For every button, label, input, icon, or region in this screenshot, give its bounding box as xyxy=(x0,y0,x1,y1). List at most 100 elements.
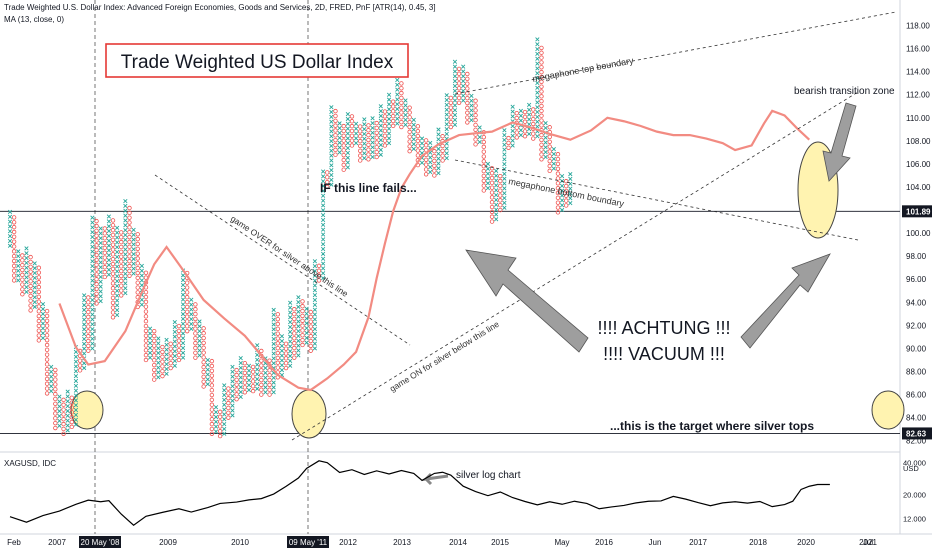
pnf-column-102-x xyxy=(428,140,433,175)
o-mark xyxy=(366,157,371,162)
o-mark xyxy=(564,183,569,189)
x-mark xyxy=(362,122,367,127)
o-mark xyxy=(20,287,25,292)
x-mark xyxy=(329,105,334,110)
x-mark xyxy=(411,122,416,127)
o-mark xyxy=(481,178,486,183)
o-mark xyxy=(151,348,157,353)
o-mark xyxy=(217,433,223,439)
pnf-column-70-x xyxy=(296,295,301,358)
o-mark xyxy=(11,220,17,225)
o-mark xyxy=(184,328,190,334)
o-mark xyxy=(127,210,132,216)
x-mark xyxy=(73,417,79,422)
o-mark xyxy=(135,290,140,295)
x-mark xyxy=(147,341,153,346)
o-mark xyxy=(555,176,561,181)
pnf-column-59-o xyxy=(250,364,256,394)
x-mark xyxy=(90,293,95,298)
x-mark xyxy=(345,155,350,160)
x-mark xyxy=(485,176,491,181)
x-mark xyxy=(329,163,334,168)
x-mark xyxy=(73,359,79,364)
o-mark xyxy=(374,154,379,160)
o-mark xyxy=(250,369,256,374)
x-mark xyxy=(131,261,136,266)
x-mark xyxy=(452,79,458,84)
x-mark xyxy=(494,212,499,217)
x-mark xyxy=(510,123,515,129)
x-mark xyxy=(312,331,317,337)
x-mark xyxy=(296,295,301,300)
x-mark xyxy=(40,306,46,312)
x-mark xyxy=(32,304,37,310)
x-mark xyxy=(57,418,62,423)
x-mark xyxy=(90,346,95,351)
megaphone-top-text: megaphone top boundary xyxy=(532,55,635,84)
x-mark xyxy=(49,369,54,374)
o-mark xyxy=(127,244,132,249)
o-mark xyxy=(283,346,289,351)
o-mark xyxy=(275,321,280,327)
x-mark xyxy=(263,385,268,390)
o-mark xyxy=(28,308,33,313)
o-mark xyxy=(547,168,552,174)
x-mark xyxy=(106,262,111,268)
o-mark xyxy=(176,333,182,338)
y-tick-98-00: 98.00 xyxy=(906,252,927,261)
o-mark xyxy=(259,358,264,363)
x-mark xyxy=(180,297,186,302)
x-mark xyxy=(452,64,458,69)
x-mark xyxy=(49,379,54,384)
o-mark xyxy=(308,338,313,344)
x-mark xyxy=(461,74,466,79)
o-mark xyxy=(325,184,330,190)
o-mark xyxy=(564,193,569,198)
x-mark xyxy=(123,213,128,218)
y-tick-112-00: 112.00 xyxy=(906,91,930,100)
x-mark xyxy=(296,309,301,314)
o-mark xyxy=(11,229,17,235)
pnf-column-132-x xyxy=(551,147,556,171)
x-mark xyxy=(16,273,21,278)
o-mark xyxy=(176,348,182,353)
silver-panel xyxy=(9,460,830,526)
x-mark xyxy=(395,87,400,92)
pnf-columns xyxy=(7,37,573,439)
x-mark xyxy=(527,107,532,112)
x-mark xyxy=(411,127,416,132)
o-mark xyxy=(547,134,552,140)
silver-panel-label: XAGUSD, IDC xyxy=(4,459,57,468)
x-mark xyxy=(40,311,46,316)
x-mark xyxy=(386,131,392,136)
x-mark xyxy=(288,353,293,359)
x-mark xyxy=(337,150,342,155)
x-mark xyxy=(502,162,507,167)
x-mark xyxy=(452,93,458,98)
o-mark xyxy=(407,124,412,130)
o-mark xyxy=(333,133,338,138)
o-mark xyxy=(242,390,248,395)
o-mark xyxy=(366,132,371,138)
x-mark xyxy=(73,422,79,427)
x-mark xyxy=(321,227,326,232)
y-tick-118-00: 118.00 xyxy=(906,22,930,31)
o-mark xyxy=(539,123,544,128)
o-mark xyxy=(539,137,544,143)
x-mark xyxy=(123,266,128,271)
y-tick-116-00: 116.00 xyxy=(906,45,930,54)
o-mark xyxy=(267,382,272,388)
x-mark xyxy=(485,181,491,186)
x-mark xyxy=(535,61,540,66)
o-mark xyxy=(308,334,313,339)
x-tick-highlight xyxy=(287,536,329,548)
x-mark xyxy=(535,119,540,124)
x-tick-14: 2018 xyxy=(749,538,767,547)
x-mark xyxy=(82,322,87,327)
o-mark xyxy=(151,343,157,348)
o-mark xyxy=(539,74,544,80)
pnf-column-92-x xyxy=(386,92,392,146)
pnf-column-128-x xyxy=(535,37,540,139)
x-mark xyxy=(403,117,408,122)
pnf-column-22-x xyxy=(98,226,103,304)
